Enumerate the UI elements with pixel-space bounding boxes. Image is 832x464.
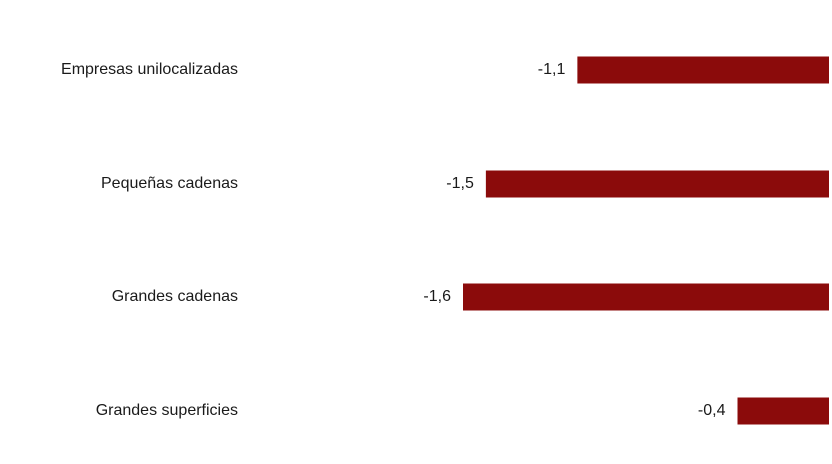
value-label: -0,4: [698, 402, 726, 419]
bar: [485, 170, 829, 198]
bar: [463, 283, 829, 311]
category-label: Empresas unilocalizadas: [61, 61, 238, 78]
category-label: Grandes superficies: [96, 402, 238, 419]
value-label: -1,6: [423, 288, 451, 305]
bar: [577, 56, 829, 84]
category-label: Grandes cadenas: [112, 288, 238, 305]
bar: [737, 397, 829, 425]
value-label: -1,1: [538, 61, 566, 78]
category-label: Pequeñas cadenas: [101, 175, 238, 192]
value-label: -1,5: [446, 175, 474, 192]
